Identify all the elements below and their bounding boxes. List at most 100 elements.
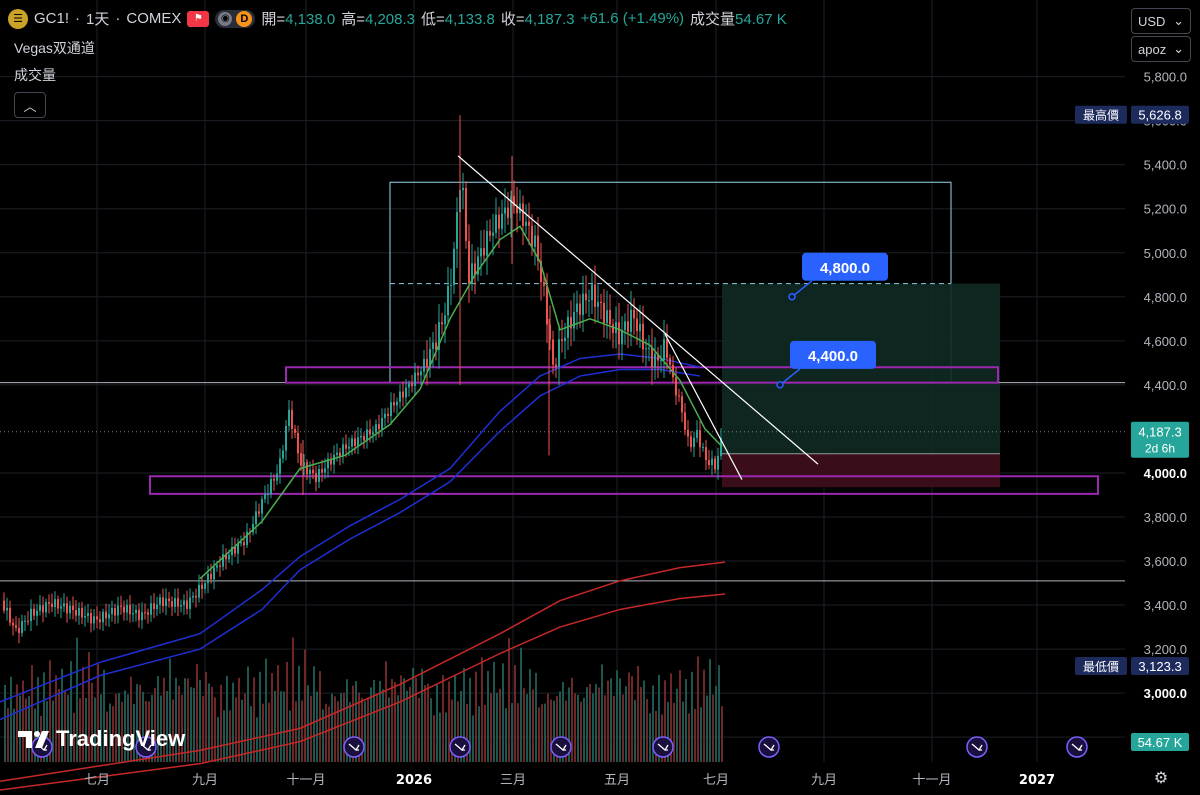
volume-bar xyxy=(253,677,255,762)
candle-body xyxy=(639,323,641,332)
volume-bar xyxy=(79,698,81,762)
indicator-vegas[interactable]: Vegas双通道 xyxy=(14,40,95,56)
candle-body xyxy=(63,603,65,607)
candle-body xyxy=(45,602,47,613)
volume-bar xyxy=(370,687,372,762)
tradingview-logo[interactable]: TradingView xyxy=(16,726,185,752)
volume-bar xyxy=(547,693,549,762)
volume-bar xyxy=(25,698,27,762)
callout-anchor xyxy=(788,293,796,301)
candle-body xyxy=(705,447,707,461)
candle-body xyxy=(267,494,269,496)
volume-bar xyxy=(526,694,528,762)
candle-body xyxy=(591,284,593,301)
candle-body xyxy=(225,554,227,560)
candle-body xyxy=(366,429,368,441)
event-marker-arrow-icon xyxy=(657,743,669,751)
y-axis-tick-label: 4,800.0 xyxy=(1144,290,1187,305)
volume-bar xyxy=(553,700,555,762)
market-status-toggle[interactable]: ◉ D xyxy=(215,9,256,28)
candle-body xyxy=(387,413,389,416)
volume-bar xyxy=(685,679,687,762)
volume-bar xyxy=(259,671,261,762)
candle-body xyxy=(228,555,230,560)
volume-bar xyxy=(448,681,450,762)
scale-mode-select[interactable]: apoz ⌄ xyxy=(1131,36,1191,62)
candle-body xyxy=(453,248,455,286)
x-axis-tick-label: 2027 xyxy=(1019,773,1055,788)
volume-tag-box xyxy=(1131,733,1189,751)
volume-bar xyxy=(481,657,483,762)
volume-bar xyxy=(388,697,390,762)
volume-bar xyxy=(193,687,195,762)
candle-body xyxy=(42,605,44,613)
volume-bar xyxy=(262,703,264,762)
candle-body xyxy=(237,543,239,554)
volume-bar xyxy=(136,684,138,762)
symbol-name[interactable]: GC1! xyxy=(34,10,70,27)
x-axis-tick-label: 九月 xyxy=(811,773,837,788)
event-marker-arrow-icon xyxy=(454,743,466,751)
candle-body xyxy=(642,323,644,350)
candle-body xyxy=(711,458,713,466)
interval[interactable]: 1天 xyxy=(86,11,110,28)
settings-gear-icon[interactable]: ⚙ xyxy=(1153,770,1169,787)
volume-bar xyxy=(28,696,30,762)
price-tag-title-box xyxy=(1075,105,1127,124)
candle-body xyxy=(408,383,410,388)
candle-body xyxy=(552,339,554,365)
candle-body xyxy=(303,462,305,466)
candle-body xyxy=(378,424,380,430)
volume-bar xyxy=(313,666,315,762)
volume-bar xyxy=(421,668,423,762)
x-axis-tick-label: 七月 xyxy=(84,773,110,788)
candle-body xyxy=(138,609,140,621)
candle-body xyxy=(618,322,620,345)
candle-body xyxy=(93,616,95,624)
candle-body xyxy=(132,613,134,615)
candle-body xyxy=(573,312,575,329)
candle-body xyxy=(603,303,605,323)
candle-body xyxy=(585,293,587,301)
volume-bar xyxy=(355,681,357,762)
volume-bar xyxy=(583,697,585,762)
candle-body xyxy=(516,206,518,214)
price-tag-title: 最高價 xyxy=(1083,108,1119,123)
volume-bar xyxy=(319,671,321,762)
volume-bar xyxy=(391,679,393,762)
volume-bar xyxy=(472,715,474,762)
candle-body xyxy=(159,597,161,605)
candle-body xyxy=(477,256,479,275)
volume-bar xyxy=(148,701,150,762)
volume-bar xyxy=(484,704,486,762)
volume-bar xyxy=(385,661,387,762)
candle-body xyxy=(54,599,56,607)
candle-body xyxy=(144,612,146,614)
event-marker-icon xyxy=(135,736,157,758)
candle-body xyxy=(444,315,446,325)
candle-body xyxy=(186,600,188,609)
volume-bar xyxy=(715,686,717,762)
candle-body xyxy=(621,330,623,345)
flag-icon[interactable]: ⚑ xyxy=(187,10,210,27)
volume-bar xyxy=(415,677,417,762)
candle-body xyxy=(555,364,557,367)
event-marker-arrow-icon xyxy=(348,743,360,751)
volume-bar xyxy=(631,676,633,762)
volume-bar xyxy=(160,695,162,762)
volume-bar xyxy=(400,675,402,762)
volume-bar xyxy=(142,691,144,762)
y-axis-tick-label: 3,000.0 xyxy=(1144,686,1187,701)
logo-text: TradingView xyxy=(56,726,186,751)
volume-bar xyxy=(157,676,159,762)
event-marker-icon xyxy=(758,736,780,758)
volume-bar xyxy=(100,694,102,762)
currency-select[interactable]: USD ⌄ xyxy=(1131,8,1191,34)
candle-body xyxy=(630,309,632,332)
ema-red-upper xyxy=(0,561,726,782)
collapse-indicators-button[interactable]: ︿ xyxy=(14,92,46,118)
candle-body xyxy=(204,583,206,589)
volume-bar xyxy=(643,680,645,762)
indicator-volume[interactable]: 成交量 xyxy=(14,67,56,83)
